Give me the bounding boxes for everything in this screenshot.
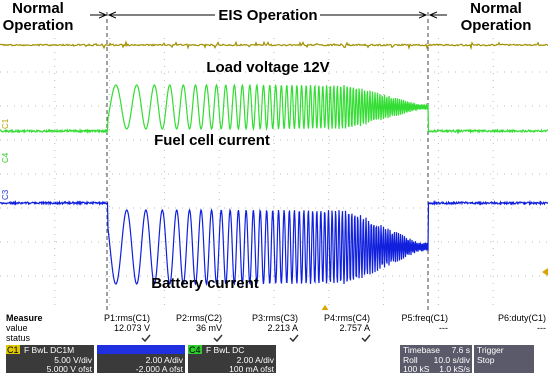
measure-value: 12.073 V (114, 323, 150, 333)
row-label: value (6, 323, 28, 333)
channel-name: C1 (7, 345, 19, 355)
timebase-title: Timebase (403, 345, 440, 355)
channel-offset: 100 mA ofst (229, 364, 275, 374)
phase-label: EIS Operation (218, 7, 317, 24)
phase-label: Normal (470, 0, 522, 17)
channel-marker: C1 (1, 118, 10, 129)
trigger-state: Stop (477, 355, 495, 365)
measure-value: --- (537, 323, 546, 333)
phase-label: Operation (461, 17, 532, 34)
timebase-samples: 100 kS (403, 364, 430, 374)
channel-name: C4 (189, 345, 201, 355)
trace-label: Battery current (151, 275, 259, 292)
trace-label: Fuel cell current (154, 132, 270, 149)
scope-screenshot: Normal Operation EIS Operation Normal Op… (0, 0, 548, 387)
measure-header: P1:rms(C1) (104, 313, 150, 323)
measure-header: P6:duty(C1) (498, 313, 546, 323)
measure-header: P2:rms(C2) (176, 313, 222, 323)
trace-label: Load voltage 12V (206, 59, 329, 76)
channel-flags: F BwL DC1M (24, 345, 74, 355)
measure-value: 2.213 A (267, 323, 298, 333)
measure-value: --- (439, 323, 448, 333)
measure-value: 2.757 A (339, 323, 370, 333)
timebase-delay: 7.6 s (452, 345, 470, 355)
channel-offset: 5.000 V ofst (47, 364, 93, 374)
channel-marker: C3 (1, 189, 10, 200)
measure-header: Measure (6, 313, 43, 323)
trigger-title: Trigger (477, 345, 504, 355)
measure-header: P4:rms(C4) (324, 313, 370, 323)
phase-label: Normal (12, 0, 64, 17)
channel-flags: F BwL DC (206, 345, 244, 355)
measure-value: 36 mV (196, 323, 222, 333)
channel-badge (97, 345, 185, 354)
measure-header: P5:freq(C1) (401, 313, 448, 323)
channel-offset: -2.000 A ofst (136, 364, 184, 374)
timebase-rate: 1.0 kS/s (439, 364, 470, 374)
row-label: status (6, 333, 31, 343)
phase-label: Operation (3, 17, 74, 34)
channel-marker: C4 (1, 152, 10, 163)
measure-header: P3:rms(C3) (252, 313, 298, 323)
